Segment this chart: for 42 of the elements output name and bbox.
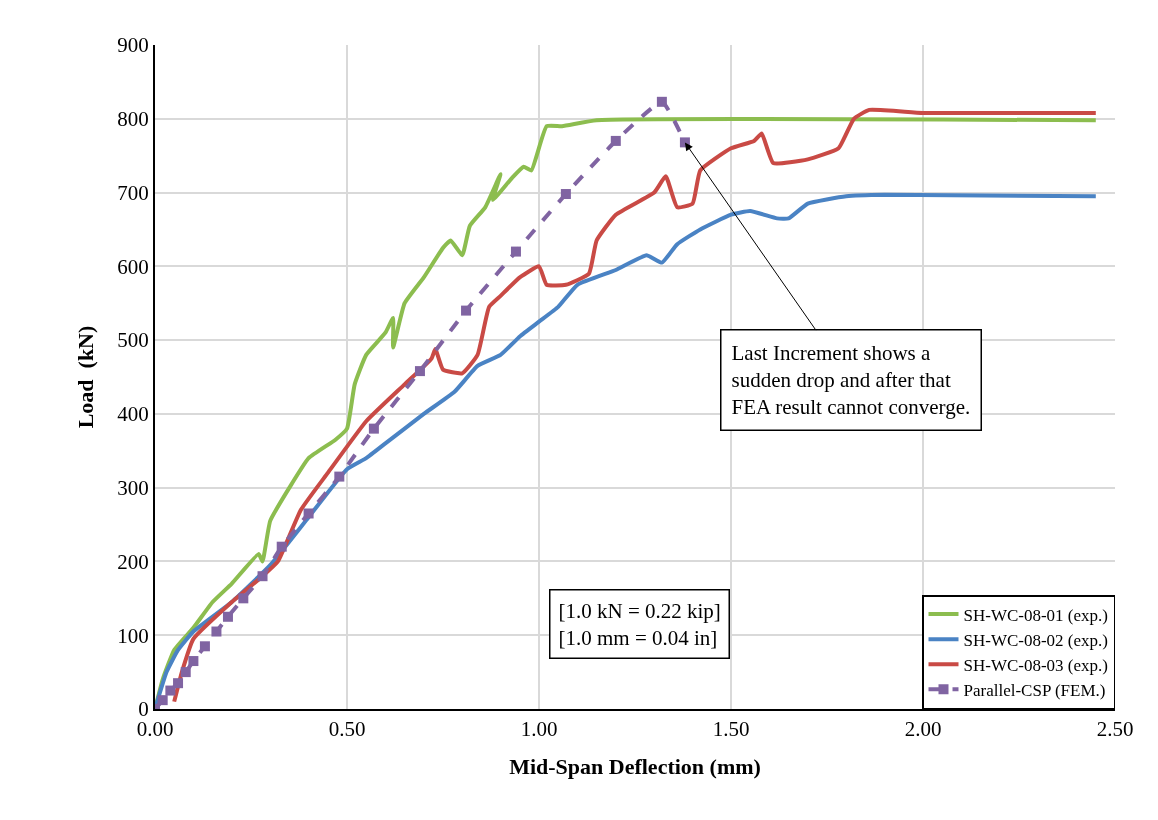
point (510, 246, 521, 257)
point (238, 593, 249, 604)
y-tick-label: 800 (117, 107, 149, 132)
point (222, 611, 233, 622)
y-tick-label: 100 (117, 623, 149, 648)
x-tick-label: 1.50 (712, 717, 750, 742)
point (414, 366, 425, 377)
y-tick-label: 600 (117, 254, 149, 279)
point (303, 508, 314, 519)
x-tick-label: 0.50 (328, 717, 366, 742)
y-tick-label: 900 (117, 33, 149, 58)
annotation: Last Increment shows a sudden drop and after that FEA result cannot converge. (731, 340, 971, 420)
point (157, 695, 168, 706)
y-axis-title: Load (kN) (72, 325, 98, 429)
point (461, 305, 472, 316)
x-tick-label: 2.00 (904, 717, 942, 742)
point (173, 678, 184, 689)
point (165, 685, 176, 696)
point (560, 189, 571, 200)
point (368, 423, 379, 434)
x-tick-label: 2.50 (1096, 717, 1134, 742)
x-tick-label: 1.00 (520, 717, 558, 742)
point (257, 571, 268, 582)
y-tick-label: 700 (117, 180, 149, 205)
point (180, 667, 191, 678)
annotation: [1.0 kN = 0.22 kip] [1.0 mm = 0.04 in] (558, 598, 721, 650)
legend-label: SH-WC-08-03 (exp.) (963, 655, 1108, 675)
legend-label: SH-WC-08-02 (exp.) (963, 630, 1108, 650)
legend-label: Parallel-CSP (FEM.) (963, 680, 1106, 700)
point (656, 96, 667, 107)
y-tick-label: 400 (117, 402, 149, 427)
legend-label: SH-WC-08-01 (exp.) (963, 605, 1108, 625)
y-tick-label: 500 (117, 328, 149, 353)
x-axis-title: Mid-Span Deflection (mm) (509, 753, 761, 779)
y-tick-label: 300 (117, 476, 149, 501)
point (334, 471, 345, 482)
point (276, 541, 287, 552)
point (610, 135, 621, 146)
point (199, 641, 210, 652)
point (188, 656, 199, 667)
point (211, 626, 222, 637)
y-tick-label: 200 (117, 549, 149, 574)
